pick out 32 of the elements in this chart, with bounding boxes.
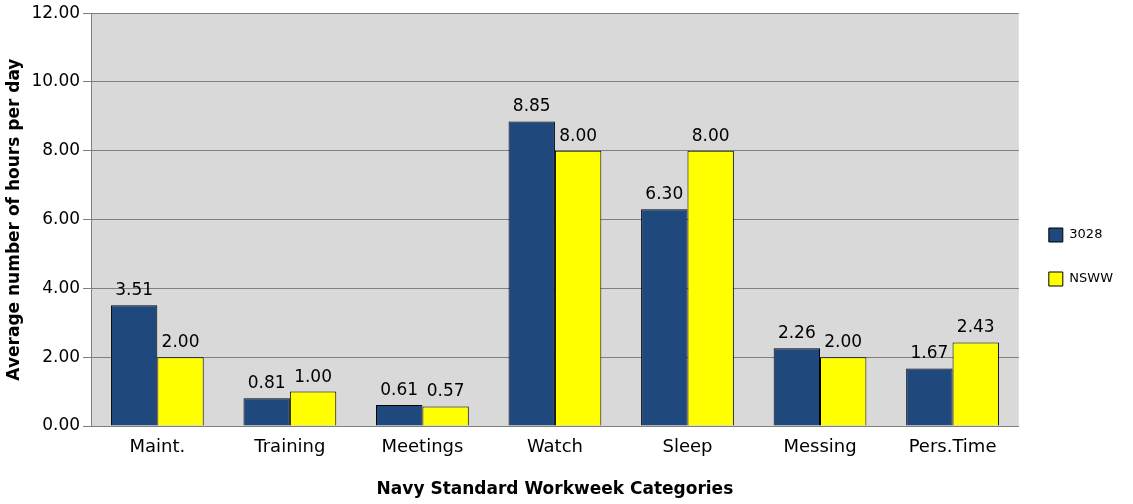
- y-tick-label: 0.00: [42, 414, 81, 435]
- x-tick-label: Sleep: [662, 435, 713, 457]
- data-label: 8.00: [559, 124, 598, 145]
- legend-label: NSWW: [1069, 270, 1114, 286]
- data-label: 3.51: [115, 279, 154, 300]
- data-label: 2.26: [777, 322, 816, 343]
- y-tick-label: 6.00: [42, 208, 81, 229]
- data-label: 2.43: [956, 316, 995, 337]
- data-label: 2.00: [161, 331, 200, 352]
- data-label: 6.30: [645, 183, 684, 204]
- data-label: 0.61: [380, 378, 419, 399]
- y-axis-title: Average number of hours per day: [2, 58, 23, 381]
- y-tick-label: 4.00: [42, 276, 81, 297]
- legend-label: 3028: [1069, 226, 1103, 242]
- y-tick-label: 10.00: [31, 70, 81, 91]
- data-label: 0.57: [426, 380, 465, 401]
- x-tick-label: Watch: [526, 435, 583, 457]
- data-label: 1.67: [910, 342, 949, 363]
- x-axis-title: Navy Standard Workweek Categories: [376, 478, 734, 499]
- data-label: 0.81: [247, 372, 286, 393]
- x-tick-label: Training: [253, 435, 326, 457]
- data-label: 2.00: [824, 331, 863, 352]
- y-tick-label: 2.00: [42, 345, 81, 366]
- data-label: 8.00: [691, 124, 730, 145]
- y-tick-label: 12.00: [31, 1, 81, 22]
- data-label: 8.85: [512, 95, 551, 116]
- x-tick-label: Pers.Time: [908, 435, 997, 457]
- y-tick-label: 8.00: [42, 139, 81, 160]
- x-tick-label: Messing: [783, 435, 857, 457]
- x-tick-label: Meetings: [381, 435, 464, 457]
- data-label: 1.00: [294, 365, 332, 386]
- x-tick-label: Maint.: [129, 435, 186, 457]
